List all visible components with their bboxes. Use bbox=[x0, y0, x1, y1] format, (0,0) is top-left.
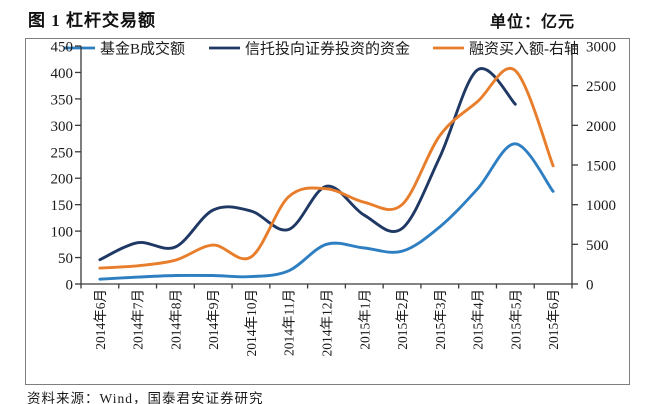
left-axis-label: 200 bbox=[51, 172, 74, 188]
legend-label-2: 融资买入额-右轴 bbox=[469, 41, 579, 58]
series-line-0 bbox=[98, 142, 555, 281]
left-axis-label: 150 bbox=[51, 198, 74, 214]
x-axis-label: 2014年11月 bbox=[282, 289, 297, 356]
left-axis-label: 250 bbox=[51, 145, 74, 161]
right-axis-label: 1000 bbox=[586, 198, 616, 214]
legend-label-0: 基金B成交额 bbox=[100, 40, 185, 58]
legend-item-0: 基金B成交额 bbox=[64, 40, 185, 58]
left-axis-label: 300 bbox=[51, 119, 74, 135]
axes bbox=[75, 45, 578, 289]
right-axis-label: 500 bbox=[586, 238, 609, 254]
x-axis-label: 2015年4月 bbox=[471, 289, 486, 350]
x-axis-label: 2015年6月 bbox=[546, 289, 561, 350]
chart-box: 基金B成交额 信托投向证券投资的资金 融资买入额-右轴 0 50 100 150 200 250… bbox=[25, 38, 630, 385]
right-axis-label: 3000 bbox=[586, 40, 616, 56]
series-line-1 bbox=[98, 67, 517, 262]
source-note: 资料来源：Wind，国泰君安证券研究 bbox=[27, 391, 264, 404]
series-line-2 bbox=[98, 67, 555, 270]
right-axis-label: 0 bbox=[586, 278, 594, 294]
left-axis-label: 350 bbox=[51, 92, 74, 108]
right-axis-label: 2500 bbox=[586, 79, 616, 95]
x-axis-label: 2015年2月 bbox=[395, 289, 410, 350]
x-axis-label: 2015年3月 bbox=[433, 289, 448, 350]
line-chart: 基金B成交额 信托投向证券投资的资金 融资买入额-右轴 0 50 100 150 200 250… bbox=[51, 40, 617, 357]
left-axis-label: 50 bbox=[58, 251, 73, 267]
x-axis-label: 2014年9月 bbox=[206, 289, 221, 350]
x-axis-label: 2014年8月 bbox=[168, 289, 183, 350]
right-axis-label: 2000 bbox=[586, 119, 616, 135]
legend-item-1: 信托投向证券投资的资金 bbox=[209, 41, 410, 58]
x-axis-label: 2015年5月 bbox=[508, 289, 523, 350]
x-axis-label: 2014年10月 bbox=[244, 289, 259, 357]
left-axis-label: 0 bbox=[66, 278, 74, 294]
x-axis-label: 2014年7月 bbox=[131, 289, 146, 350]
left-axis-label: 400 bbox=[51, 66, 74, 82]
figure-title: 图 1 杠杆交易额 bbox=[28, 11, 156, 30]
legend-item-2: 融资买入额-右轴 bbox=[433, 41, 579, 58]
x-axis-label: 2015年1月 bbox=[357, 289, 372, 350]
left-axis-label: 100 bbox=[51, 225, 74, 241]
x-axis-label: 2014年12月 bbox=[320, 289, 335, 357]
legend-label-1: 信托投向证券投资的资金 bbox=[245, 41, 410, 58]
left-axis-label: 450 bbox=[51, 40, 74, 56]
unit-label: 单位：亿元 bbox=[489, 14, 575, 31]
x-axis-label: 2014年6月 bbox=[93, 289, 108, 350]
right-axis-label: 1500 bbox=[586, 159, 616, 175]
